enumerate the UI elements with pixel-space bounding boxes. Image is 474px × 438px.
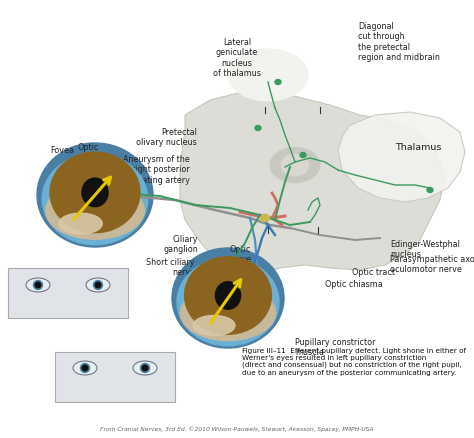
Ellipse shape [42, 154, 148, 245]
Polygon shape [338, 112, 465, 202]
Ellipse shape [59, 213, 102, 234]
Ellipse shape [73, 361, 97, 375]
Ellipse shape [255, 126, 261, 131]
Text: Consensual
response: Consensual response [63, 380, 107, 399]
Text: Short ciliary
nerve: Short ciliary nerve [146, 258, 195, 277]
Polygon shape [180, 90, 445, 275]
Ellipse shape [300, 152, 306, 158]
Ellipse shape [275, 80, 281, 85]
Text: Optic
nerve: Optic nerve [228, 245, 252, 265]
Ellipse shape [133, 361, 157, 375]
Text: Thalamus: Thalamus [395, 144, 441, 152]
Ellipse shape [86, 278, 110, 292]
Ellipse shape [37, 143, 153, 247]
Ellipse shape [281, 154, 309, 176]
Ellipse shape [81, 364, 90, 372]
Text: Optic tract: Optic tract [352, 268, 395, 277]
Ellipse shape [270, 148, 320, 183]
Text: Pupillary constrictor
muscle: Pupillary constrictor muscle [295, 338, 375, 357]
Ellipse shape [427, 187, 433, 192]
Ellipse shape [46, 182, 144, 239]
Text: Direct
response: Direct response [128, 380, 163, 399]
Ellipse shape [82, 365, 88, 371]
Ellipse shape [172, 248, 284, 348]
Ellipse shape [26, 278, 50, 292]
Text: Edinger-Westphal
nucleus: Edinger-Westphal nucleus [390, 240, 460, 259]
Text: Fovea: Fovea [50, 146, 74, 155]
Ellipse shape [50, 152, 140, 233]
Text: Optic chiasma: Optic chiasma [325, 280, 383, 289]
FancyBboxPatch shape [55, 352, 175, 402]
Text: Aneurysm of the
right posterior
communicating artery: Aneurysm of the right posterior communic… [100, 155, 190, 185]
Text: Optic
disc: Optic disc [77, 143, 99, 162]
Text: Pretectal
olivary nucleus: Pretectal olivary nucleus [136, 128, 197, 148]
Ellipse shape [82, 178, 108, 207]
Ellipse shape [181, 286, 275, 340]
Ellipse shape [260, 214, 270, 222]
Text: Direct
response: Direct response [21, 296, 55, 315]
Text: From Cranial Nerves, 3rd Ed. ©2010 Wilson-Pauwels, Stewart, Akesson, Spacey, PMP: From Cranial Nerves, 3rd Ed. ©2010 Wilso… [100, 426, 374, 432]
Text: Diagonal
cut through
the pretectal
region and midbrain: Diagonal cut through the pretectal regio… [358, 22, 440, 62]
Ellipse shape [184, 257, 272, 334]
Ellipse shape [228, 49, 308, 101]
Ellipse shape [215, 282, 241, 309]
Ellipse shape [93, 280, 102, 290]
Text: Consensual
response: Consensual response [76, 296, 120, 315]
Ellipse shape [140, 364, 149, 372]
FancyBboxPatch shape [8, 268, 128, 318]
Ellipse shape [142, 365, 148, 371]
Text: Parasympathetic axon in
oculomotor nerve: Parasympathetic axon in oculomotor nerve [390, 255, 474, 274]
Ellipse shape [35, 282, 41, 288]
Ellipse shape [95, 282, 101, 288]
Text: Figure III–11  Efferent pupillary defect. Light shone in either of
Werner's eyes: Figure III–11 Efferent pupillary defect.… [242, 348, 466, 375]
Text: Lateral
geniculate
nucleus
of thalamus: Lateral geniculate nucleus of thalamus [213, 38, 261, 78]
Text: Ciliary
ganglion: Ciliary ganglion [163, 235, 198, 254]
Ellipse shape [177, 258, 279, 346]
Ellipse shape [193, 315, 235, 336]
Ellipse shape [34, 280, 43, 290]
